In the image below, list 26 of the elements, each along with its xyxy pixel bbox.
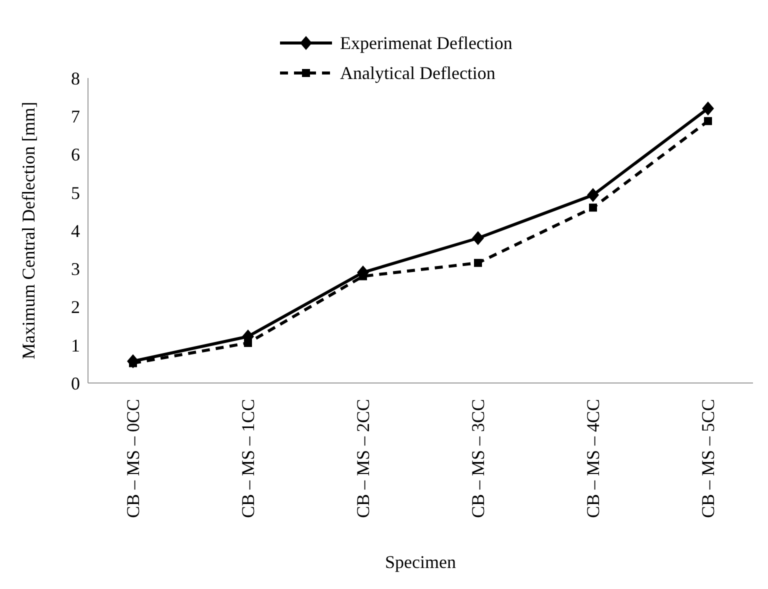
x-tick-label: CB – MS – 1CC <box>238 399 258 518</box>
x-tick-label: CB – MS – 3CC <box>468 399 488 518</box>
y-tick-label: 1 <box>71 335 80 356</box>
legend-label: Experimenat Deflection <box>340 32 512 54</box>
y-tick-label: 6 <box>71 144 80 165</box>
y-axis-title: Maximum Central Deflection [mm] <box>18 102 38 360</box>
y-tick-label: 2 <box>71 297 80 318</box>
point <box>589 204 597 212</box>
y-tick-label: 8 <box>71 68 80 88</box>
point <box>702 102 714 116</box>
y-tick-label: 3 <box>71 259 80 280</box>
point <box>474 258 482 267</box>
y-tick-label: 0 <box>71 373 80 394</box>
y-tick-label: 5 <box>71 182 80 203</box>
y-tick-label: 4 <box>71 220 80 241</box>
point <box>472 231 484 246</box>
x-tick-label: CB – MS – 5CC <box>698 399 718 518</box>
point <box>587 188 599 202</box>
legend-label: Analytical Deflection <box>340 62 496 84</box>
x-tick-label: CB – MS – 0CC <box>123 399 143 518</box>
x-tick-label: CB – MS – 4CC <box>583 399 603 518</box>
point <box>244 338 252 347</box>
point <box>704 117 712 126</box>
x-axis-title: Specimen <box>385 552 456 572</box>
x-tick-label: CB – MS – 2CC <box>353 399 373 518</box>
y-tick-label: 7 <box>71 106 80 127</box>
